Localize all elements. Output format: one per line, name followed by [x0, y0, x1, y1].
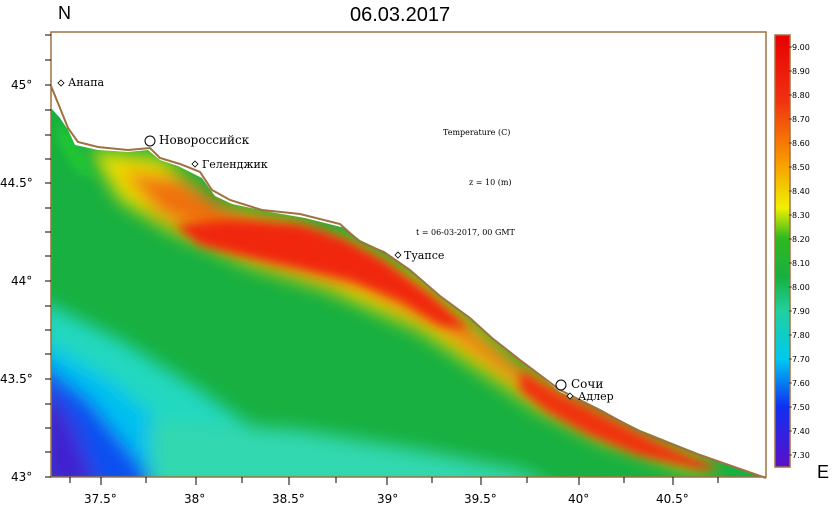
y-tick-label: 44.5° — [0, 176, 33, 190]
time-note: t = 06-03-2017, 00 GMT — [416, 228, 516, 237]
east-label: E — [817, 462, 829, 482]
parameter-note: Temperature (C) — [443, 128, 510, 137]
x-axis: 37.5° 38° 38.5° 39° 39.5° 40° 40.5° — [69, 477, 719, 506]
city-marker-large — [144, 135, 156, 147]
x-tick-label: 38° — [184, 492, 205, 506]
colorbar-tick-label: 9.00 — [792, 43, 810, 52]
city-label: Туапсе — [404, 249, 444, 262]
temperature-field — [51, 108, 765, 477]
city-label: Новороссийск — [159, 133, 250, 147]
city-markers: Анапа Новороссийск Геленджик Туапсе Сочи… — [57, 76, 614, 403]
city-label: Адлер — [578, 390, 614, 403]
colorbar-tick-label: 8.00 — [792, 283, 810, 292]
colorbar: 9.00 8.90 8.80 8.70 8.60 8.50 8.40 8.30 8.20 8.10… — [774, 34, 810, 468]
city-marker-small — [191, 160, 199, 168]
y-tick-label: 44° — [11, 274, 32, 288]
city-marker-small — [57, 79, 65, 87]
colorbar-tick-label: 7.50 — [792, 403, 810, 412]
colorbar-tick-label: 8.70 — [792, 115, 810, 124]
depth-note: z = 10 (m) — [469, 178, 512, 187]
colorbar-tick-label: 7.70 — [792, 355, 810, 364]
colorbar-tick-label: 7.90 — [792, 307, 810, 316]
x-tick-label: 39.5° — [464, 492, 497, 506]
colorbar-gradient — [774, 34, 791, 468]
colorbar-tick-label: 8.10 — [792, 259, 810, 268]
x-tick-label: 40° — [568, 492, 589, 506]
x-tick-label: 39° — [377, 492, 398, 506]
colorbar-tick-label: 8.50 — [792, 163, 810, 172]
colorbar-tick-label: 8.80 — [792, 91, 810, 100]
colorbar-tick-label: 7.60 — [792, 379, 810, 388]
colorbar-labels: 9.00 8.90 8.80 8.70 8.60 8.50 8.40 8.30 8.20 8.10… — [789, 43, 810, 460]
coastline — [50, 85, 767, 479]
colorbar-tick-label: 8.90 — [792, 67, 810, 76]
colorbar-tick-label: 8.30 — [792, 211, 810, 220]
city-marker-large — [555, 379, 567, 391]
colorbar-tick-label: 8.20 — [792, 235, 810, 244]
x-tick-label: 37.5° — [84, 492, 117, 506]
colorbar-tick-label: 8.60 — [792, 139, 810, 148]
city-label: Геленджик — [202, 158, 268, 171]
colorbar-tick-label: 7.30 — [792, 451, 810, 460]
y-axis: 45° 44.5° 44° 43.5° 43° — [0, 34, 51, 484]
x-tick-label: 38.5° — [272, 492, 305, 506]
map-title: 06.03.2017 — [350, 4, 450, 26]
x-tick-label: 40.5° — [656, 492, 689, 506]
city-marker-small — [394, 251, 402, 259]
north-label: N — [58, 3, 71, 23]
map-frame — [50, 31, 767, 478]
city-label: Анапа — [68, 76, 105, 89]
colorbar-tick-label: 7.40 — [792, 427, 810, 436]
y-tick-label: 45° — [11, 78, 32, 92]
city-label: Сочи — [571, 377, 603, 391]
y-tick-label: 43° — [11, 470, 32, 484]
colorbar-tick-label: 8.40 — [792, 187, 810, 196]
colorbar-tick-label: 7.80 — [792, 331, 810, 340]
y-tick-label: 43.5° — [0, 372, 33, 386]
city-marker-small — [566, 392, 574, 400]
